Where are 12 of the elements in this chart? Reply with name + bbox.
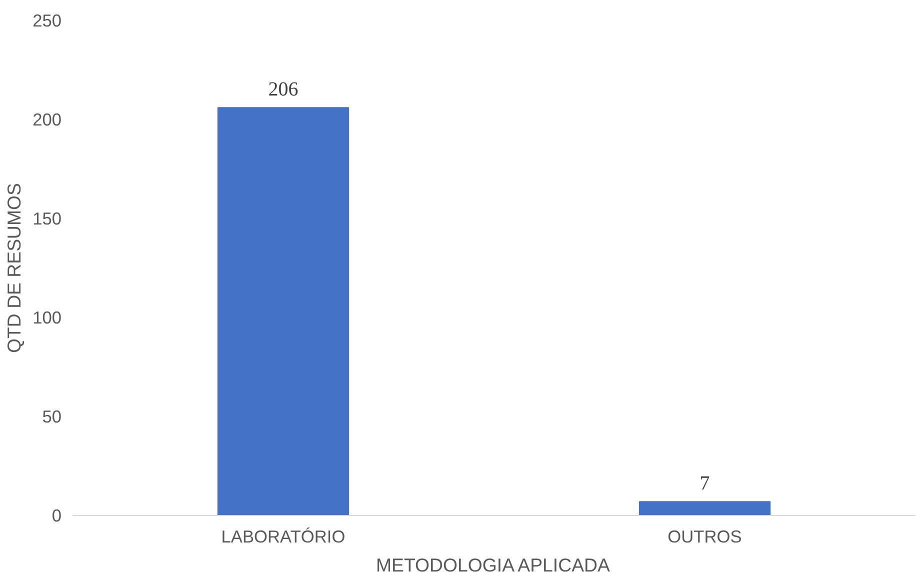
data-label: 7 <box>700 472 710 495</box>
y-tick-label: 50 <box>42 406 62 426</box>
x-tick-label: OUTROS <box>668 526 742 546</box>
y-tick-label: 100 <box>32 308 62 328</box>
data-label: 206 <box>268 78 298 101</box>
y-tick-label: 250 <box>32 10 62 30</box>
y-axis-title: QTD DE RESUMOS <box>4 182 25 353</box>
x-axis-title: METODOLOGIA APLICADA <box>376 554 611 576</box>
y-tick-label: 150 <box>32 208 62 228</box>
x-tick-label: LABORATÓRIO <box>221 526 346 546</box>
y-tick-label: 0 <box>52 506 62 526</box>
y-tick-label: 200 <box>32 110 62 130</box>
